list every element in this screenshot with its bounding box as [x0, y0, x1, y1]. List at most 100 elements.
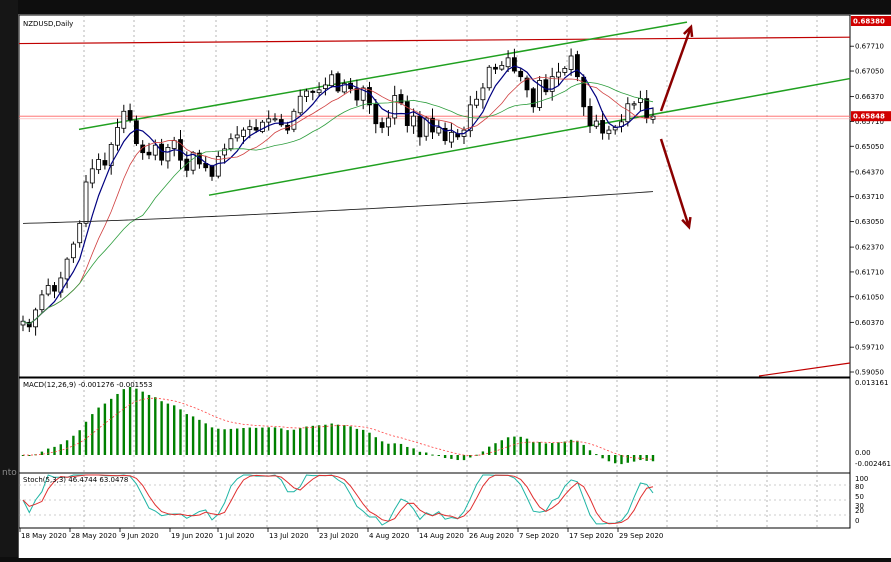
candle-body — [518, 70, 524, 78]
macd-bar — [204, 423, 207, 455]
price-tick-label: 0.63050 — [855, 218, 884, 226]
chart-window[interactable]: 0.67710 0.67050 0.66370 0.65710 0.65050 0.643… — [18, 14, 891, 558]
candle-body — [77, 222, 83, 244]
macd-bar — [569, 439, 573, 455]
macd-bar — [431, 454, 434, 456]
macd-bar — [103, 403, 107, 455]
macd-bar — [563, 441, 566, 455]
date-label: 13 Jul 2020 — [269, 532, 309, 540]
macd-bar — [53, 446, 56, 455]
candle-body — [297, 95, 303, 114]
candle-body — [96, 159, 101, 171]
arrow-down — [659, 138, 691, 228]
macd-bar — [544, 443, 548, 455]
channel-upper-line — [78, 21, 688, 131]
candle-body — [373, 103, 379, 125]
macd-bar — [469, 455, 472, 458]
date-axis: 18 May 2020 28 May 2020 9 Jun 2020 19 Jun 2… — [19, 528, 663, 540]
date-label: 19 Jun 2020 — [171, 532, 213, 540]
macd-bar — [128, 387, 132, 455]
macd-bar — [399, 443, 403, 455]
candle-body — [549, 76, 555, 92]
arrow-up-head — [682, 24, 694, 38]
candle-body — [562, 68, 568, 73]
candle-body — [568, 55, 574, 70]
channel-lower-line — [208, 77, 851, 196]
macd-bar — [47, 448, 50, 455]
price-tick-label: 0.65050 — [855, 143, 884, 151]
candle-body — [537, 80, 542, 108]
date-label: 29 Sep 2020 — [619, 532, 663, 540]
macd-bar — [456, 455, 459, 461]
macd-label: MACD(12,26,9) -0.001276 -0.001553 — [23, 381, 152, 389]
chart-canvas[interactable]: 0.67710 0.67050 0.66370 0.65710 0.65050 0.643… — [18, 14, 891, 558]
candle-body — [115, 127, 120, 146]
candle-body — [45, 285, 51, 295]
date-label: 28 May 2020 — [71, 532, 117, 540]
macd-bar — [506, 437, 510, 455]
macd-bar — [248, 427, 251, 455]
macd-bar — [393, 443, 396, 455]
macd-bar — [229, 428, 233, 455]
macd-bar — [519, 436, 522, 455]
macd-bar — [254, 427, 258, 455]
vertical-gridlines — [83, 15, 818, 528]
macd-bar — [299, 428, 302, 455]
macd-bar — [595, 454, 598, 456]
macd-bar — [513, 436, 516, 455]
macd-bar — [488, 446, 491, 455]
arrow-down-head — [681, 216, 692, 230]
candle-body — [493, 66, 498, 70]
macd-bar — [387, 443, 390, 455]
macd-bar — [443, 455, 447, 459]
stoch-label: Stoch(5,3,3) 46.4744 63.0478 — [23, 476, 128, 484]
macd-axis-label: 0.013161 — [855, 379, 888, 387]
ma-slow-line — [22, 82, 654, 325]
symbol-title: NZDUSD,Daily — [23, 20, 73, 28]
candle-body — [341, 83, 347, 93]
candle-body — [152, 144, 158, 156]
candle-body — [385, 117, 391, 128]
candle-body — [165, 147, 171, 162]
macd-bar — [135, 388, 138, 455]
candle-body — [259, 121, 265, 132]
price-tick-label: 0.67050 — [855, 68, 884, 76]
candle-body — [33, 309, 39, 328]
macd-bar — [494, 443, 497, 455]
candle-body — [625, 103, 631, 123]
candle-body — [171, 140, 177, 149]
macd-bar — [651, 455, 655, 462]
candle-body — [575, 54, 580, 78]
ma-long-line — [22, 191, 654, 224]
candle-body — [102, 160, 108, 166]
date-label: 23 Jul 2020 — [319, 532, 359, 540]
date-label: 26 Aug 2020 — [469, 532, 514, 540]
price-tick-label: 0.59710 — [855, 344, 884, 352]
candle-body — [146, 151, 152, 156]
price-tag-current: 0.65848 — [853, 113, 885, 121]
macd-bar — [500, 440, 503, 455]
resistance-line — [18, 36, 851, 45]
macd-axis-label: 0.00 — [855, 449, 871, 457]
price-tick-label: 0.59050 — [855, 369, 884, 377]
left-strip-text: nto — [2, 468, 17, 478]
stoch-axis-label: 100 — [855, 475, 868, 483]
macd-bar — [154, 397, 157, 455]
macd-bar — [261, 427, 264, 455]
date-label: 4 Aug 2020 — [369, 532, 409, 540]
macd-bar — [191, 416, 195, 455]
candle-body — [423, 117, 429, 137]
candle-body — [39, 294, 45, 311]
stoch-signal-line — [22, 474, 654, 525]
macd-bar — [330, 423, 333, 455]
date-label: 7 Sep 2020 — [519, 532, 559, 540]
candle-body — [140, 144, 146, 154]
macd-histogram — [21, 387, 655, 465]
macd-bar — [336, 424, 340, 455]
stoch-pane-frame — [18, 472, 851, 529]
macd-bar — [166, 403, 170, 455]
macd-bar — [217, 428, 220, 455]
candle-body — [234, 134, 240, 139]
date-label: 1 Jul 2020 — [219, 532, 254, 540]
date-label: 14 Aug 2020 — [419, 532, 464, 540]
